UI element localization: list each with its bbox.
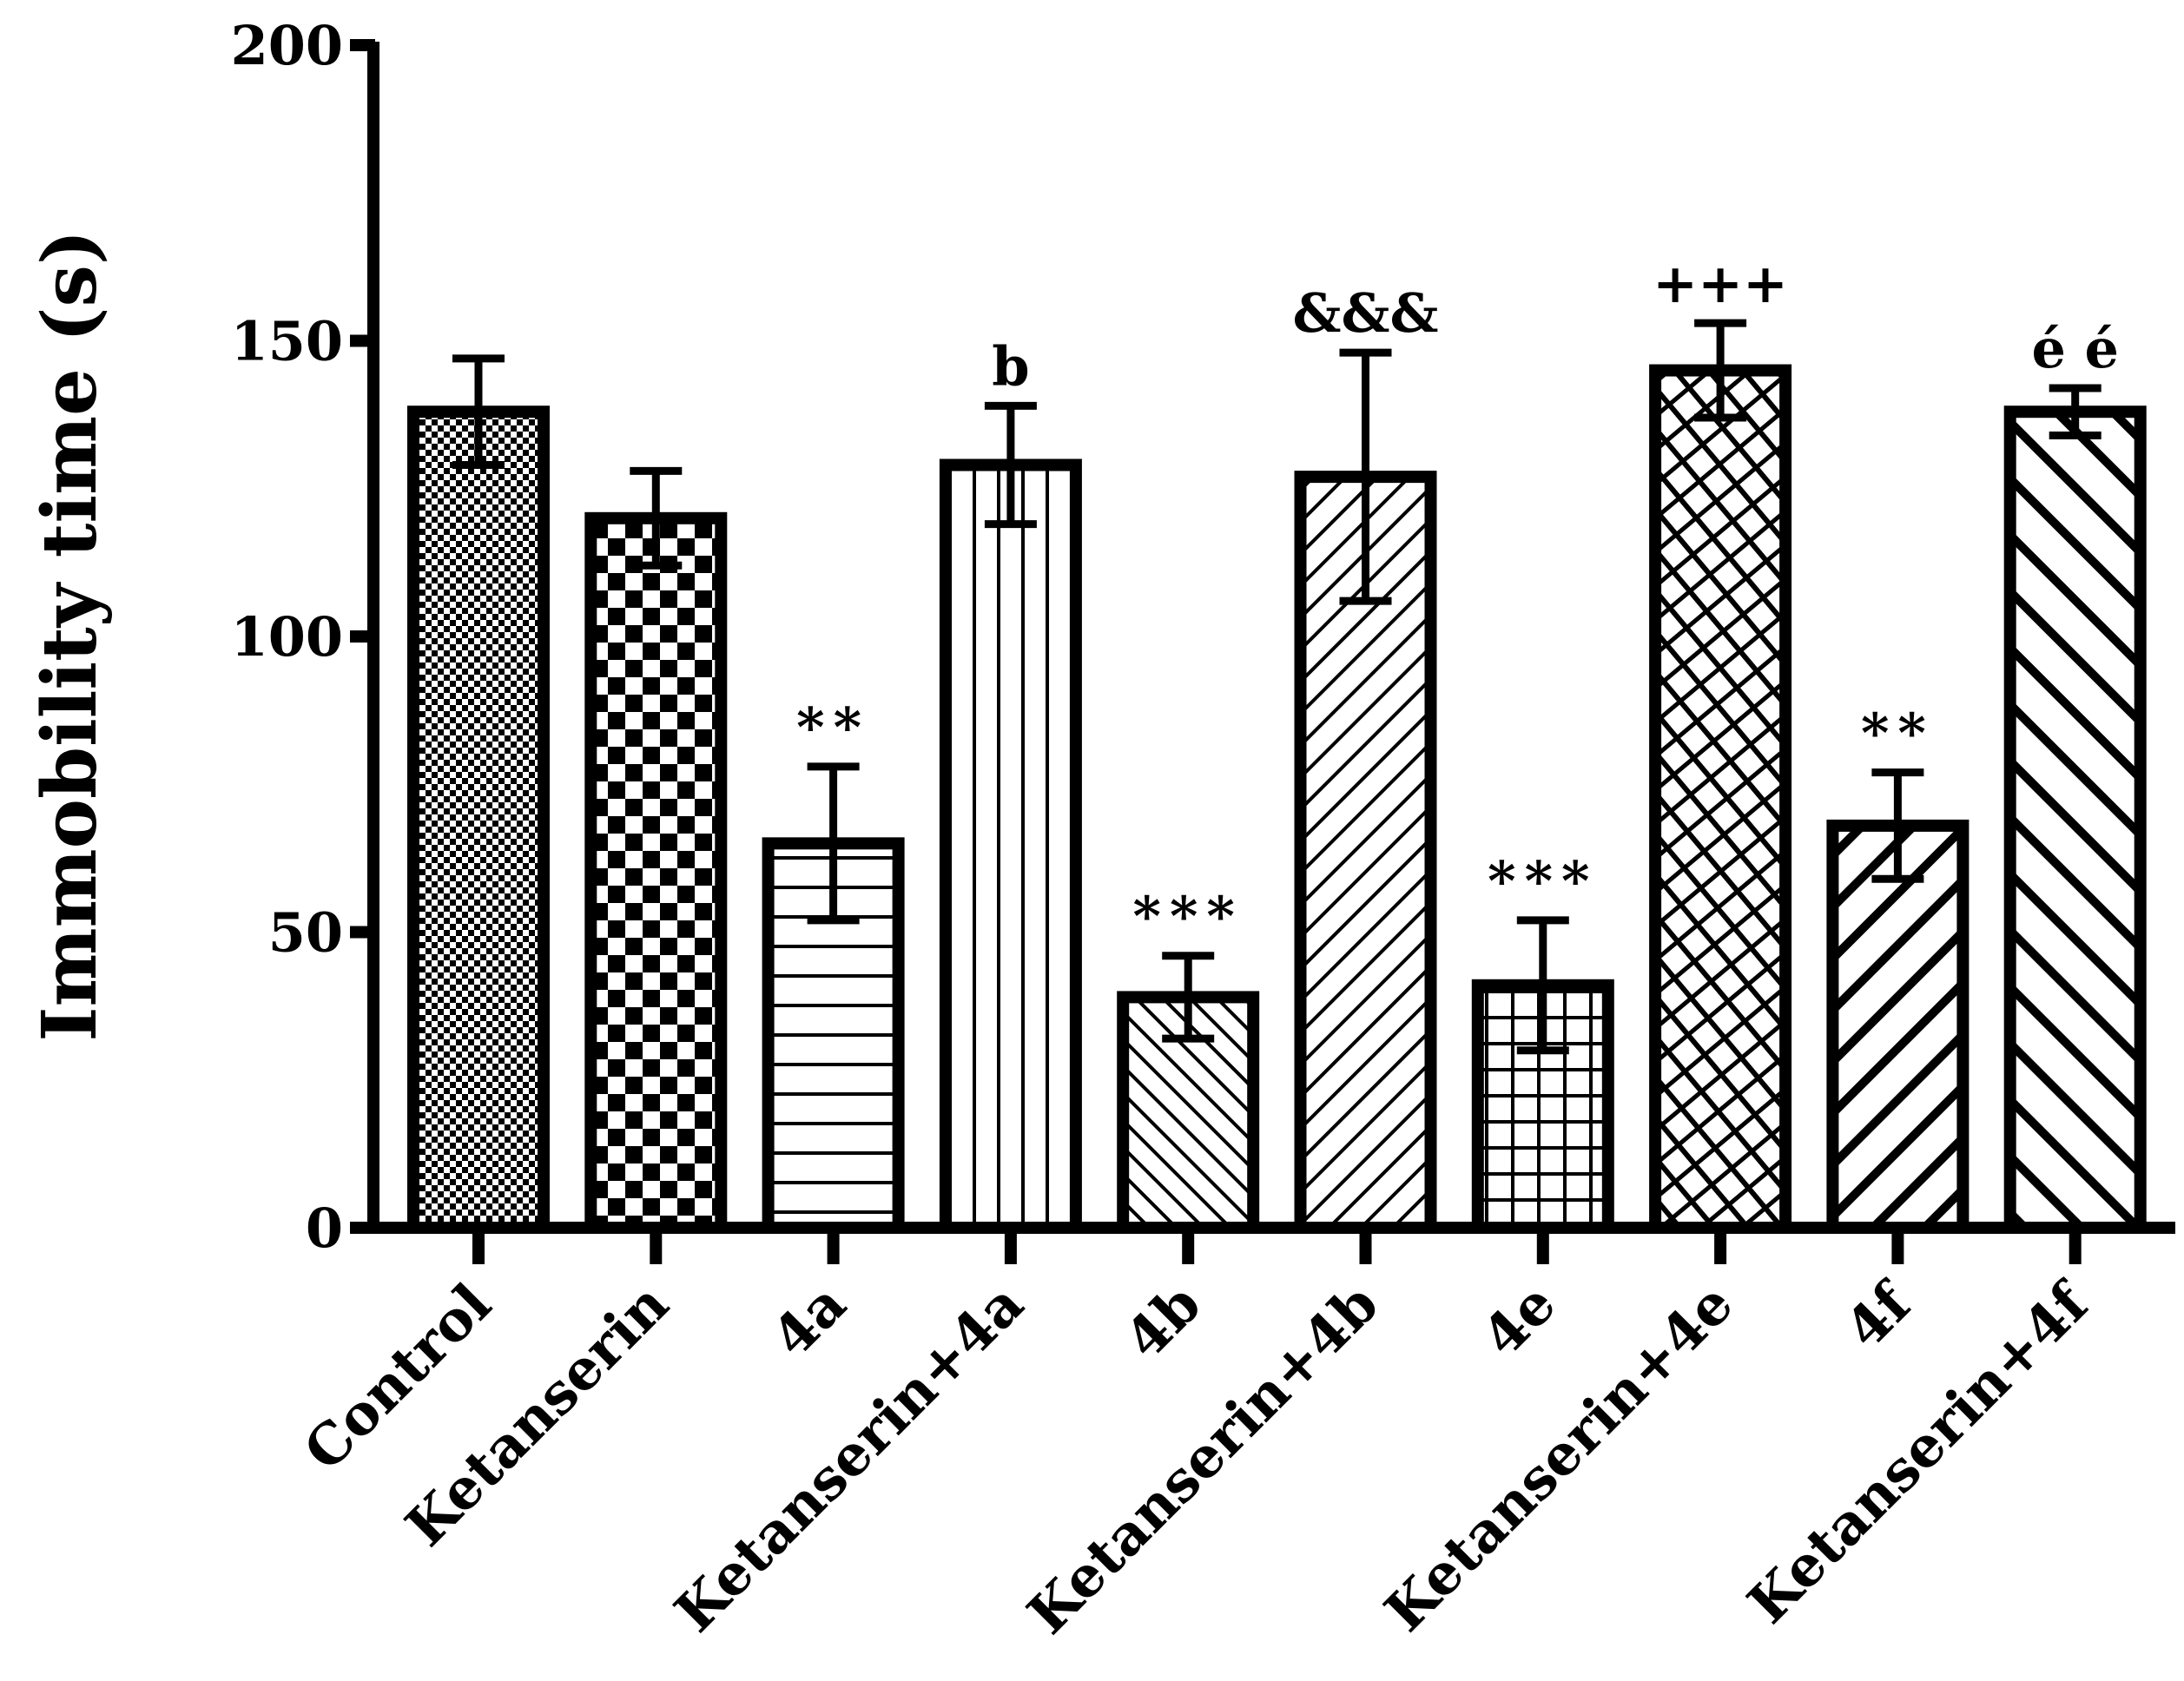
x-tick-label: Ketanserin+4f: [1736, 1269, 2103, 1637]
x-tick-label: 4e: [1470, 1271, 1568, 1369]
y-tick-label: 200: [231, 14, 343, 77]
significance-annotation: +++: [1653, 252, 1788, 315]
bar-ketanserin-plus-4a: [939, 458, 1082, 1234]
significance-annotation: ***: [1133, 885, 1244, 948]
bar-4f: [1826, 819, 1970, 1234]
significance-annotation: b: [992, 334, 1029, 398]
bar-ketanserin-plus-4e: [1649, 364, 1792, 1234]
y-tick-label: 0: [306, 1196, 343, 1260]
significance-annotation: &&&: [1293, 281, 1439, 345]
y-axis-label: Immobility time (s): [26, 229, 114, 1041]
bar-ketanserin: [584, 511, 728, 1234]
bar-ketanserin-plus-4f: [2003, 405, 2147, 1235]
x-tick-label: 4b: [1112, 1271, 1213, 1372]
x-tick-label: Ketanserin+4a: [663, 1271, 1036, 1645]
y-tick-label: 50: [268, 901, 343, 965]
significance-annotation: é é: [2031, 317, 2118, 380]
y-tick-label: 100: [231, 605, 343, 669]
bar-control: [407, 405, 550, 1235]
significance-annotation: ***: [1488, 849, 1598, 913]
y-tick-label: 150: [231, 310, 343, 373]
significance-annotation: **: [796, 695, 870, 759]
significance-annotation: **: [1861, 702, 1935, 765]
x-tick-label: Ketanserin+4e: [1373, 1271, 1746, 1645]
bars-group: ** b *** &&& *** +++ ** é é: [407, 252, 2147, 1235]
x-tick-label: 4a: [760, 1271, 859, 1370]
x-tick-label: 4f: [1833, 1269, 1925, 1361]
